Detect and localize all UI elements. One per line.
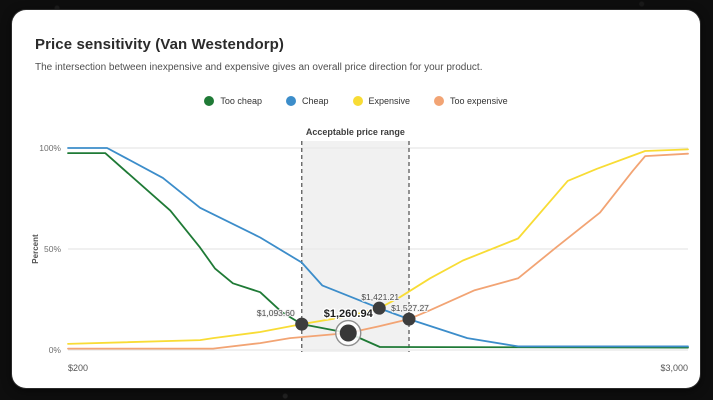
point-1093-60-label: $1,093.60 <box>257 308 295 318</box>
point-1527-27-label: $1,527.27 <box>391 303 429 313</box>
legend-item-expensive[interactable]: Expensive <box>352 96 411 106</box>
point-1260-94[interactable] <box>339 324 357 342</box>
acceptable-range-band <box>301 141 409 352</box>
legend-label: Too expensive <box>450 96 508 106</box>
price-sensitivity-card: Price sensitivity (Van Westendorp) The i… <box>12 10 700 388</box>
series-line-cheap <box>67 147 689 348</box>
expensive-dot-icon <box>352 96 363 106</box>
point-1260-94-label: $1,260.94 <box>324 308 374 320</box>
legend-item-cheap[interactable]: Cheap <box>285 96 329 106</box>
series-line-too-expensive <box>67 152 689 350</box>
point-1421-21[interactable] <box>372 301 386 315</box>
y-tick-50%: 50% <box>44 244 61 254</box>
x-tick-min: $200 <box>68 363 88 373</box>
legend-label: Too cheap <box>220 96 262 106</box>
y-tick-100%: 100% <box>39 143 61 153</box>
legend-item-too-cheap[interactable]: Too cheap <box>204 96 262 106</box>
point-1093-60[interactable] <box>295 317 309 331</box>
point-1421-21-label: $1,421.21 <box>361 292 399 302</box>
cheap-dot-icon <box>285 96 296 106</box>
x-tick-max: $3,000 <box>660 363 688 373</box>
acceptable-range-label: Acceptable price range <box>306 127 405 137</box>
y-tick-0%: 0% <box>49 345 62 355</box>
point-1527-27[interactable] <box>402 312 416 326</box>
too-expensive-dot-icon <box>434 96 445 106</box>
page-title: Price sensitivity (Van Westendorp) <box>35 36 285 53</box>
legend-item-too-expensive[interactable]: Too expensive <box>434 96 508 106</box>
legend-label: Expensive <box>368 96 411 106</box>
page-subtitle: The intersection between inexpensive and… <box>35 62 483 73</box>
y-axis-label: Percent <box>31 234 40 264</box>
chart-legend: Too cheap Cheap Expensive Too expensive <box>12 96 700 106</box>
too-cheap-dot-icon <box>204 96 215 106</box>
series-line-expensive <box>67 148 689 345</box>
van-westendorp-chart: 100% 50% 0% Percent Acceptable price range $2… <box>31 127 689 373</box>
legend-label: Cheap <box>301 96 329 106</box>
